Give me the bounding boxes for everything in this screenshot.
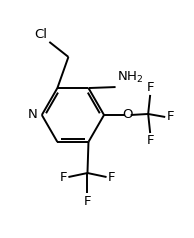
Text: NH$_2$: NH$_2$	[117, 70, 144, 85]
Text: F: F	[108, 171, 116, 183]
Text: F: F	[84, 195, 91, 208]
Text: F: F	[146, 134, 154, 147]
Text: N: N	[28, 109, 37, 121]
Text: O: O	[122, 109, 132, 121]
Text: F: F	[146, 81, 154, 94]
Text: F: F	[59, 171, 67, 183]
Text: F: F	[167, 110, 174, 124]
Text: Cl: Cl	[34, 28, 47, 41]
